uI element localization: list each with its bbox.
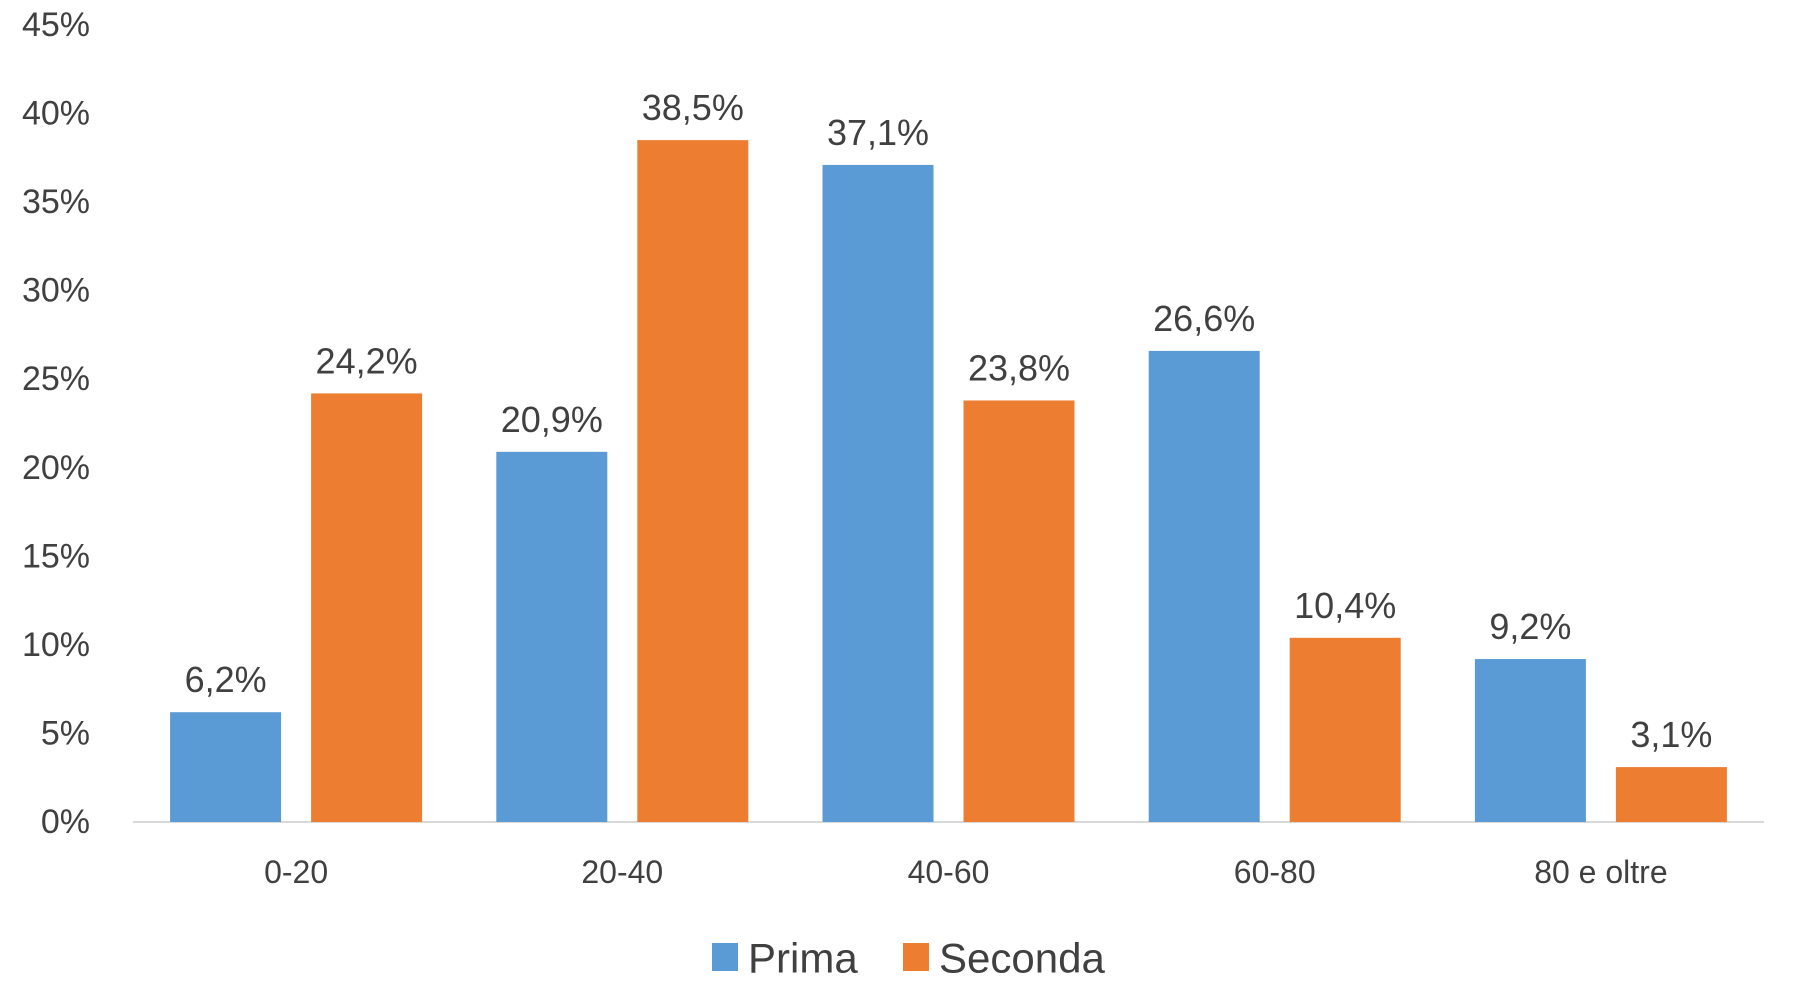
legend-swatch [712,943,738,971]
x-tick-label: 0-20 [264,854,328,890]
data-label: 9,2% [1489,606,1571,647]
data-label: 38,5% [642,87,744,128]
x-tick-label: 40-60 [908,854,990,890]
data-label: 20,9% [501,399,603,440]
bar-prima-80-e-oltre [1474,659,1586,822]
bar-prima-60-80 [1148,350,1260,822]
legend-item-seconda: Seconda [903,935,1105,982]
y-tick-label: 5% [41,714,90,752]
data-label: 37,1% [827,112,929,153]
data-label: 24,2% [316,340,418,381]
bar-seconda-60-80 [1289,637,1401,822]
legend-label: Prima [748,935,858,980]
legend-swatch [903,943,929,971]
legend-item-prima: Prima [712,935,858,982]
x-tick-label: 80 e oltre [1534,854,1667,890]
bar-prima-40-60 [822,164,934,822]
bar-prima-0-20 [170,712,282,822]
data-labels: 6,2% 24,2% 20,9% 38,5% 37,1% 23,8% 26,6% 10,4% 9… [185,87,1713,755]
y-tick-label: 0% [41,803,90,841]
data-label: 6,2% [185,659,267,700]
bar-seconda-40-60 [963,400,1075,822]
bar-seconda-80-e-oltre [1615,767,1727,822]
bars [170,140,1727,823]
bar-seconda-0-20 [311,393,423,822]
bar-prima-20-40 [496,451,608,822]
y-tick-label: 30% [22,272,90,310]
data-label: 3,1% [1630,714,1712,755]
y-tick-label: 15% [22,537,90,575]
y-tick-label: 40% [22,95,90,133]
y-tick-label: 35% [22,183,90,221]
bar-seconda-20-40 [637,140,749,823]
y-tick-label: 20% [22,449,90,487]
y-tick-label: 45% [22,6,90,44]
x-tick-label: 20-40 [581,854,663,890]
x-axis: 0-20 20-40 40-60 60-80 80 e oltre [264,854,1668,890]
x-tick-label: 60-80 [1234,854,1316,890]
legend: Prima Seconda [712,935,1105,982]
data-label: 23,8% [968,347,1070,388]
y-tick-label: 25% [22,360,90,398]
legend-label: Seconda [939,935,1105,980]
data-label: 10,4% [1294,585,1396,626]
data-label: 26,6% [1153,298,1255,339]
y-tick-label: 10% [22,626,90,664]
y-axis: 0% 5% 10% 15% 20% 25% 30% 35% 40% 45% [22,6,90,841]
